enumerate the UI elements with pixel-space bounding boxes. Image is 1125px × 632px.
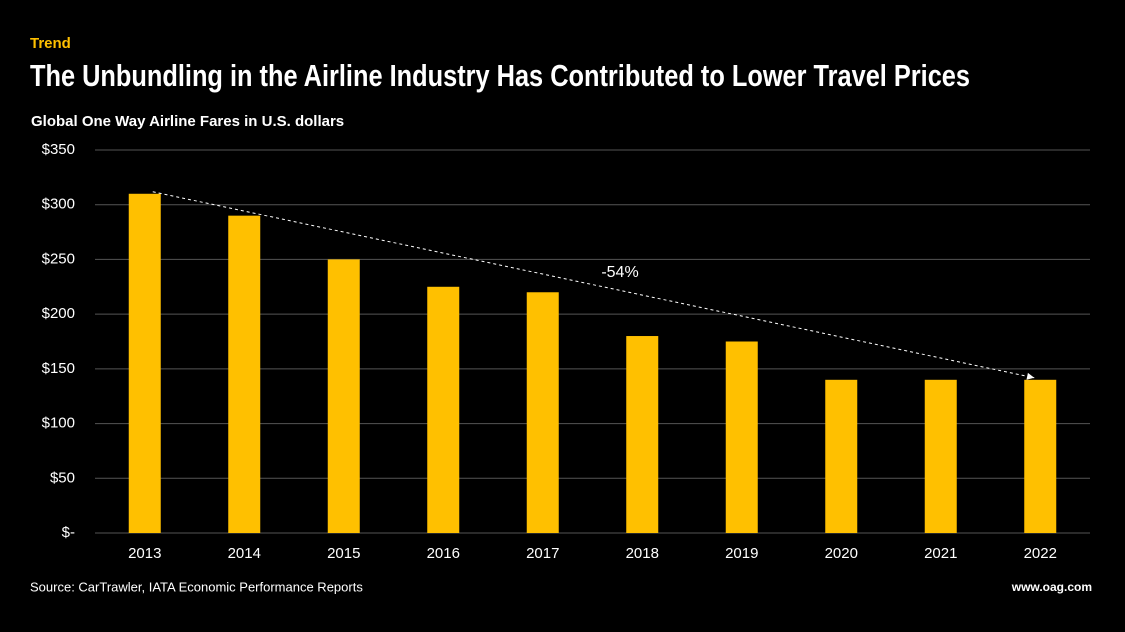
- x-tick-label: 2017: [526, 545, 559, 562]
- chart-title: The Unbundling in the Airline Industry H…: [30, 58, 970, 93]
- bar: [327, 259, 360, 533]
- bar: [825, 379, 858, 533]
- bar: [924, 379, 957, 533]
- annotation: -54%: [601, 264, 638, 281]
- x-tick-label: 2019: [725, 545, 758, 562]
- x-tick-label: 2016: [427, 545, 460, 562]
- trend-arrowhead: [1026, 372, 1035, 380]
- y-tick-label: $100: [42, 415, 75, 432]
- bar: [427, 286, 460, 533]
- bar: [128, 193, 161, 533]
- y-tick-label: $250: [42, 250, 75, 267]
- bar: [1024, 379, 1057, 533]
- x-tick-label: 2020: [825, 545, 858, 562]
- y-tick-label: $150: [42, 360, 75, 377]
- x-tick-label: 2022: [1024, 545, 1057, 562]
- chart-subtitle: Global One Way Airline Fares in U.S. dol…: [31, 113, 344, 130]
- kicker: Trend: [30, 35, 71, 52]
- x-tick-label: 2015: [327, 545, 360, 562]
- x-tick-label: 2013: [128, 545, 161, 562]
- y-tick-label: $300: [42, 196, 75, 213]
- x-tick-label: 2018: [626, 545, 659, 562]
- source: Source: CarTrawler, IATA Economic Perfor…: [30, 579, 363, 594]
- website: www.oag.com: [1011, 580, 1092, 594]
- trend-line: [152, 191, 1035, 379]
- bar: [626, 336, 659, 533]
- bar: [526, 292, 559, 533]
- y-tick-label: $350: [42, 141, 75, 158]
- bar: [228, 215, 261, 533]
- x-tick-label: 2021: [924, 545, 957, 562]
- bar: [725, 341, 758, 533]
- y-tick-label: $200: [42, 305, 75, 322]
- x-tick-label: 2014: [228, 545, 261, 562]
- y-tick-label: $50: [50, 469, 75, 486]
- y-tick-label: $-: [62, 524, 75, 541]
